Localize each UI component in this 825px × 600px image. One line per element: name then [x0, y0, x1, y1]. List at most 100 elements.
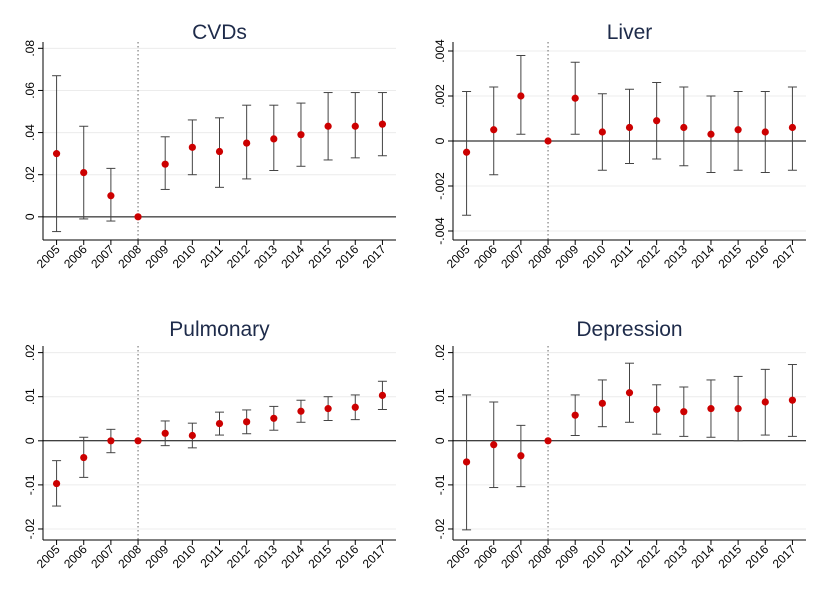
- x-tick-label: 2013: [661, 542, 690, 571]
- data-point: [490, 441, 498, 449]
- y-tick-label: .004: [433, 39, 447, 63]
- x-tick-label: 2015: [715, 542, 744, 571]
- y-tick-label: .08: [23, 40, 37, 57]
- x-tick-label: 2015: [715, 242, 744, 271]
- x-tick-label: 2012: [634, 242, 663, 271]
- x-tick-label: 2010: [170, 242, 199, 271]
- y-tick-label: -.002: [433, 172, 447, 200]
- data-point: [297, 131, 305, 139]
- data-point: [653, 117, 661, 125]
- x-tick-label: 2012: [224, 242, 253, 271]
- x-tick-label: 2009: [553, 242, 582, 271]
- x-tick-label: 2006: [471, 242, 500, 271]
- x-tick-label: 2011: [197, 242, 225, 270]
- data-point: [734, 126, 742, 134]
- y-tick-label: .02: [23, 166, 37, 183]
- x-tick-label: 2010: [580, 542, 609, 571]
- chart-panel: -.004-.0020.002.004200520062007200820092…: [433, 21, 806, 271]
- data-point: [324, 405, 332, 413]
- x-tick-label: 2016: [333, 242, 362, 271]
- x-tick-label: 2006: [471, 542, 500, 571]
- x-tick-label: 2017: [770, 242, 799, 271]
- y-tick-label: .06: [23, 82, 37, 99]
- data-point: [351, 122, 359, 130]
- x-tick-label: 2009: [143, 242, 172, 271]
- chart-title: CVDs: [192, 21, 247, 44]
- data-point: [490, 126, 498, 134]
- x-tick-label: 2009: [143, 542, 172, 571]
- x-tick-label: 2008: [525, 242, 554, 271]
- data-point: [270, 414, 278, 422]
- data-point: [351, 403, 359, 411]
- y-tick-label: -.004: [433, 217, 447, 245]
- data-point: [761, 398, 769, 406]
- x-tick-label: 2012: [224, 542, 253, 571]
- x-tick-label: 2017: [770, 542, 799, 571]
- x-tick-label: 2009: [553, 542, 582, 571]
- x-tick-label: 2013: [661, 242, 690, 271]
- x-tick-label: 2014: [278, 242, 307, 271]
- data-point: [788, 396, 797, 404]
- y-tick-label: -.02: [433, 518, 447, 539]
- data-point: [734, 405, 742, 413]
- x-tick-label: 2011: [607, 242, 635, 270]
- y-tick-label: 0: [23, 213, 37, 220]
- data-point: [707, 405, 715, 413]
- data-point: [625, 123, 634, 132]
- x-tick-label: 2008: [115, 242, 144, 271]
- data-point: [324, 122, 332, 130]
- data-point: [215, 420, 224, 428]
- data-point: [544, 137, 552, 145]
- x-tick-label: 2007: [88, 242, 117, 271]
- x-tick-label: 2006: [61, 242, 90, 271]
- data-point: [598, 399, 606, 407]
- data-point: [80, 453, 88, 462]
- data-point: [517, 452, 525, 460]
- x-tick-label: 2005: [444, 542, 473, 571]
- data-point: [788, 123, 797, 132]
- data-point: [297, 407, 305, 415]
- data-point: [517, 92, 525, 100]
- x-tick-label: 2010: [170, 542, 199, 571]
- data-point: [188, 143, 196, 151]
- data-point: [161, 160, 169, 168]
- x-tick-label: 2016: [743, 542, 772, 571]
- y-tick-label: .02: [433, 344, 447, 361]
- data-point: [161, 429, 169, 437]
- data-point: [52, 479, 61, 488]
- chart-title: Pulmonary: [169, 318, 270, 341]
- x-tick-label: 2005: [444, 242, 473, 271]
- data-point: [243, 139, 251, 147]
- y-tick-label: .002: [433, 84, 447, 108]
- data-point: [761, 128, 769, 136]
- data-point: [544, 437, 552, 445]
- data-point: [653, 405, 661, 414]
- data-point: [243, 418, 251, 426]
- chart-title: Liver: [607, 21, 653, 44]
- x-tick-label: 2016: [333, 542, 362, 571]
- data-point: [188, 431, 196, 440]
- x-tick-label: 2008: [525, 542, 554, 571]
- data-point: [571, 411, 579, 419]
- x-tick-label: 2014: [688, 242, 717, 271]
- data-point: [52, 150, 61, 158]
- x-tick-label: 2007: [498, 242, 527, 271]
- x-tick-label: 2007: [88, 542, 117, 571]
- data-point: [378, 391, 387, 399]
- y-tick-label: -.02: [23, 518, 37, 539]
- x-tick-label: 2015: [305, 542, 334, 571]
- y-tick-label: .02: [23, 344, 37, 361]
- data-point: [378, 120, 387, 128]
- x-tick-label: 2005: [34, 242, 63, 271]
- y-tick-label: .01: [23, 388, 37, 405]
- x-tick-label: 2016: [743, 242, 772, 271]
- x-tick-label: 2005: [34, 542, 63, 571]
- data-point: [134, 213, 142, 221]
- x-tick-label: 2010: [580, 242, 609, 271]
- y-tick-label: 0: [23, 437, 37, 444]
- x-tick-label: 2015: [305, 242, 334, 271]
- data-point: [680, 408, 688, 416]
- chart-title: Depression: [576, 318, 682, 341]
